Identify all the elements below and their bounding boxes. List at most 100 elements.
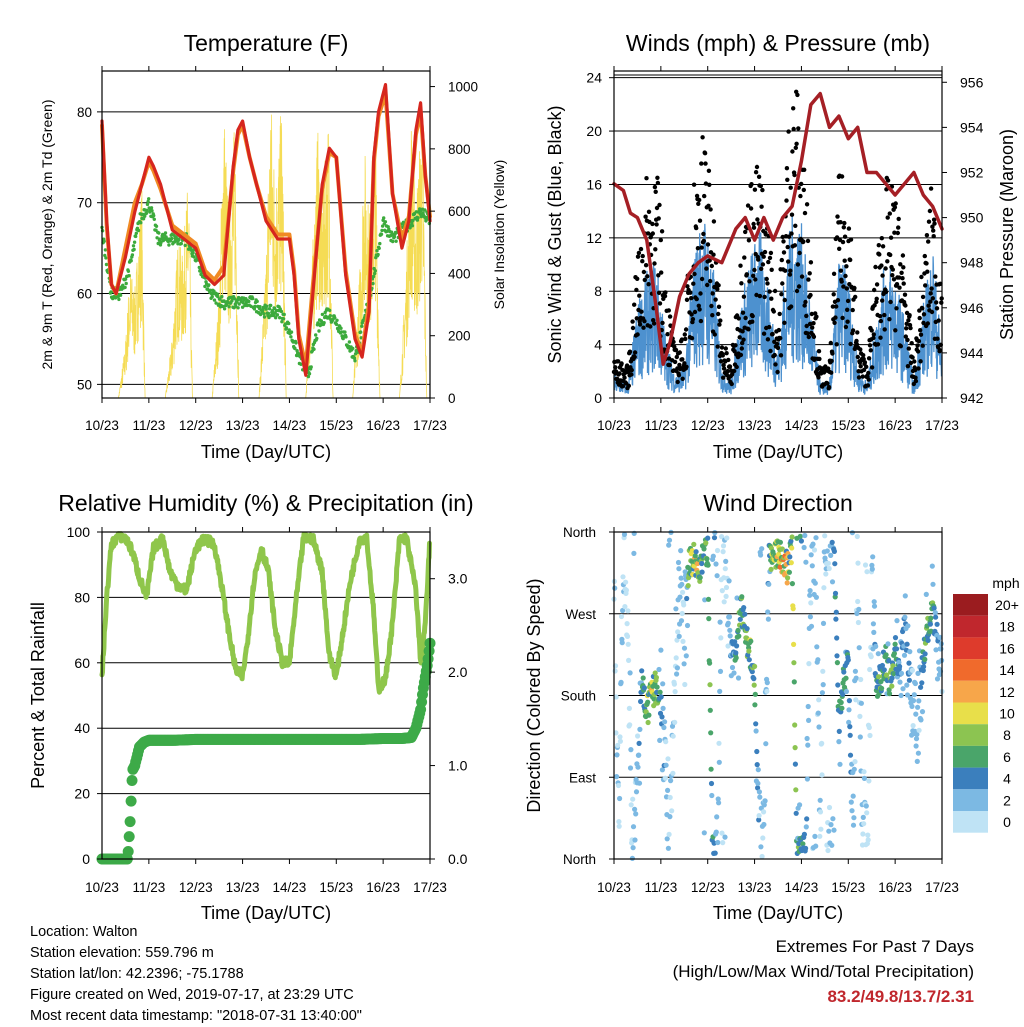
gust-point bbox=[845, 298, 851, 304]
direction-point bbox=[735, 675, 742, 681]
gust-point bbox=[796, 126, 801, 131]
dewpoint-point bbox=[317, 329, 321, 333]
direction-point bbox=[804, 776, 811, 782]
dewpoint-point bbox=[227, 305, 231, 309]
direction-point bbox=[635, 764, 641, 770]
gust-point bbox=[894, 306, 899, 311]
gust-point bbox=[675, 379, 680, 385]
direction-point bbox=[665, 845, 672, 851]
gust-point bbox=[775, 341, 780, 347]
direction-point bbox=[759, 546, 765, 552]
gust-point bbox=[642, 319, 647, 324]
direction-point bbox=[892, 641, 898, 647]
gust-point bbox=[721, 366, 727, 371]
dewpoint-point bbox=[383, 220, 388, 224]
x-tick-label: 12/23 bbox=[179, 418, 213, 433]
gust-point bbox=[736, 316, 741, 321]
direction-point bbox=[671, 681, 678, 687]
gust-point bbox=[665, 332, 670, 337]
direction-point bbox=[666, 831, 672, 838]
y-tick-label: 12 bbox=[586, 230, 602, 246]
gust-point bbox=[636, 250, 642, 256]
direction-point bbox=[843, 675, 849, 681]
direction-point bbox=[815, 710, 821, 716]
gust-point bbox=[934, 306, 940, 311]
gust-point bbox=[771, 309, 776, 314]
direction-point bbox=[871, 629, 877, 636]
direction-point bbox=[902, 614, 908, 620]
extremes-title: Extremes For Past 7 Days bbox=[775, 937, 974, 956]
y2-tick-label: 400 bbox=[448, 266, 471, 281]
dewpoint-point bbox=[293, 346, 297, 351]
direction-point bbox=[755, 785, 761, 791]
gust-point bbox=[795, 262, 801, 267]
direction-point bbox=[705, 535, 711, 541]
dewpoint-point bbox=[145, 208, 149, 213]
direction-point bbox=[904, 692, 911, 698]
gust-point bbox=[706, 168, 712, 173]
direction-point bbox=[751, 676, 757, 682]
gust-point bbox=[642, 277, 647, 283]
direction-point bbox=[806, 661, 812, 667]
direction-point bbox=[788, 560, 794, 566]
direction-point bbox=[761, 809, 767, 815]
gust-point bbox=[713, 297, 718, 302]
gust-point bbox=[768, 250, 774, 256]
direction-point bbox=[679, 581, 685, 588]
direction-point bbox=[673, 655, 679, 661]
dewpoint-point bbox=[289, 330, 294, 334]
gust-point bbox=[806, 277, 811, 282]
direction-point bbox=[623, 579, 629, 585]
direction-point bbox=[734, 643, 740, 649]
gust-point bbox=[816, 375, 821, 380]
gust-point bbox=[689, 336, 695, 341]
direction-point bbox=[719, 830, 725, 836]
gust-point bbox=[751, 221, 756, 227]
direction-point bbox=[635, 733, 641, 739]
direction-point bbox=[856, 645, 862, 651]
direction-point bbox=[901, 652, 908, 658]
direction-point bbox=[866, 778, 872, 784]
direction-point bbox=[823, 571, 829, 577]
dewpoint-point bbox=[159, 240, 163, 245]
direction-point bbox=[813, 535, 819, 541]
gust-point bbox=[742, 255, 747, 260]
gust-point bbox=[804, 202, 810, 207]
gust-point bbox=[697, 218, 703, 223]
direction-point bbox=[672, 719, 678, 725]
gust-point bbox=[808, 292, 813, 298]
direction-point bbox=[613, 694, 619, 700]
gust-point bbox=[775, 369, 780, 375]
direction-point bbox=[798, 538, 805, 544]
gust-point bbox=[694, 296, 699, 302]
direction-point bbox=[660, 705, 666, 712]
direction-point bbox=[651, 696, 657, 702]
gust-point bbox=[793, 223, 798, 228]
gust-point bbox=[634, 287, 639, 293]
direction-point bbox=[678, 618, 685, 624]
gust-point bbox=[656, 273, 661, 278]
colorbar-swatch bbox=[953, 811, 988, 833]
gust-point bbox=[749, 182, 754, 187]
direction-point bbox=[723, 593, 729, 600]
gust-point bbox=[916, 339, 922, 344]
y-axis-label: Direction (Colored By Speed) bbox=[524, 578, 544, 812]
gust-point bbox=[704, 266, 709, 271]
direction-point bbox=[615, 742, 621, 749]
direction-point bbox=[704, 556, 710, 562]
gust-point bbox=[698, 291, 703, 296]
gust-point bbox=[707, 182, 712, 187]
x-tick-label: 10/23 bbox=[85, 418, 119, 433]
gust-point bbox=[832, 320, 837, 325]
gust-point bbox=[779, 292, 784, 297]
x-tick-label: 11/23 bbox=[644, 880, 677, 895]
direction-point bbox=[910, 723, 916, 729]
direction-point bbox=[620, 607, 626, 614]
gust-point bbox=[850, 328, 856, 333]
dewpoint-point bbox=[183, 243, 187, 248]
gust-point bbox=[786, 234, 792, 239]
x-tick-label: 10/23 bbox=[85, 880, 119, 895]
gust-point bbox=[785, 177, 790, 182]
gust-point bbox=[711, 219, 717, 224]
direction-point bbox=[659, 714, 665, 720]
